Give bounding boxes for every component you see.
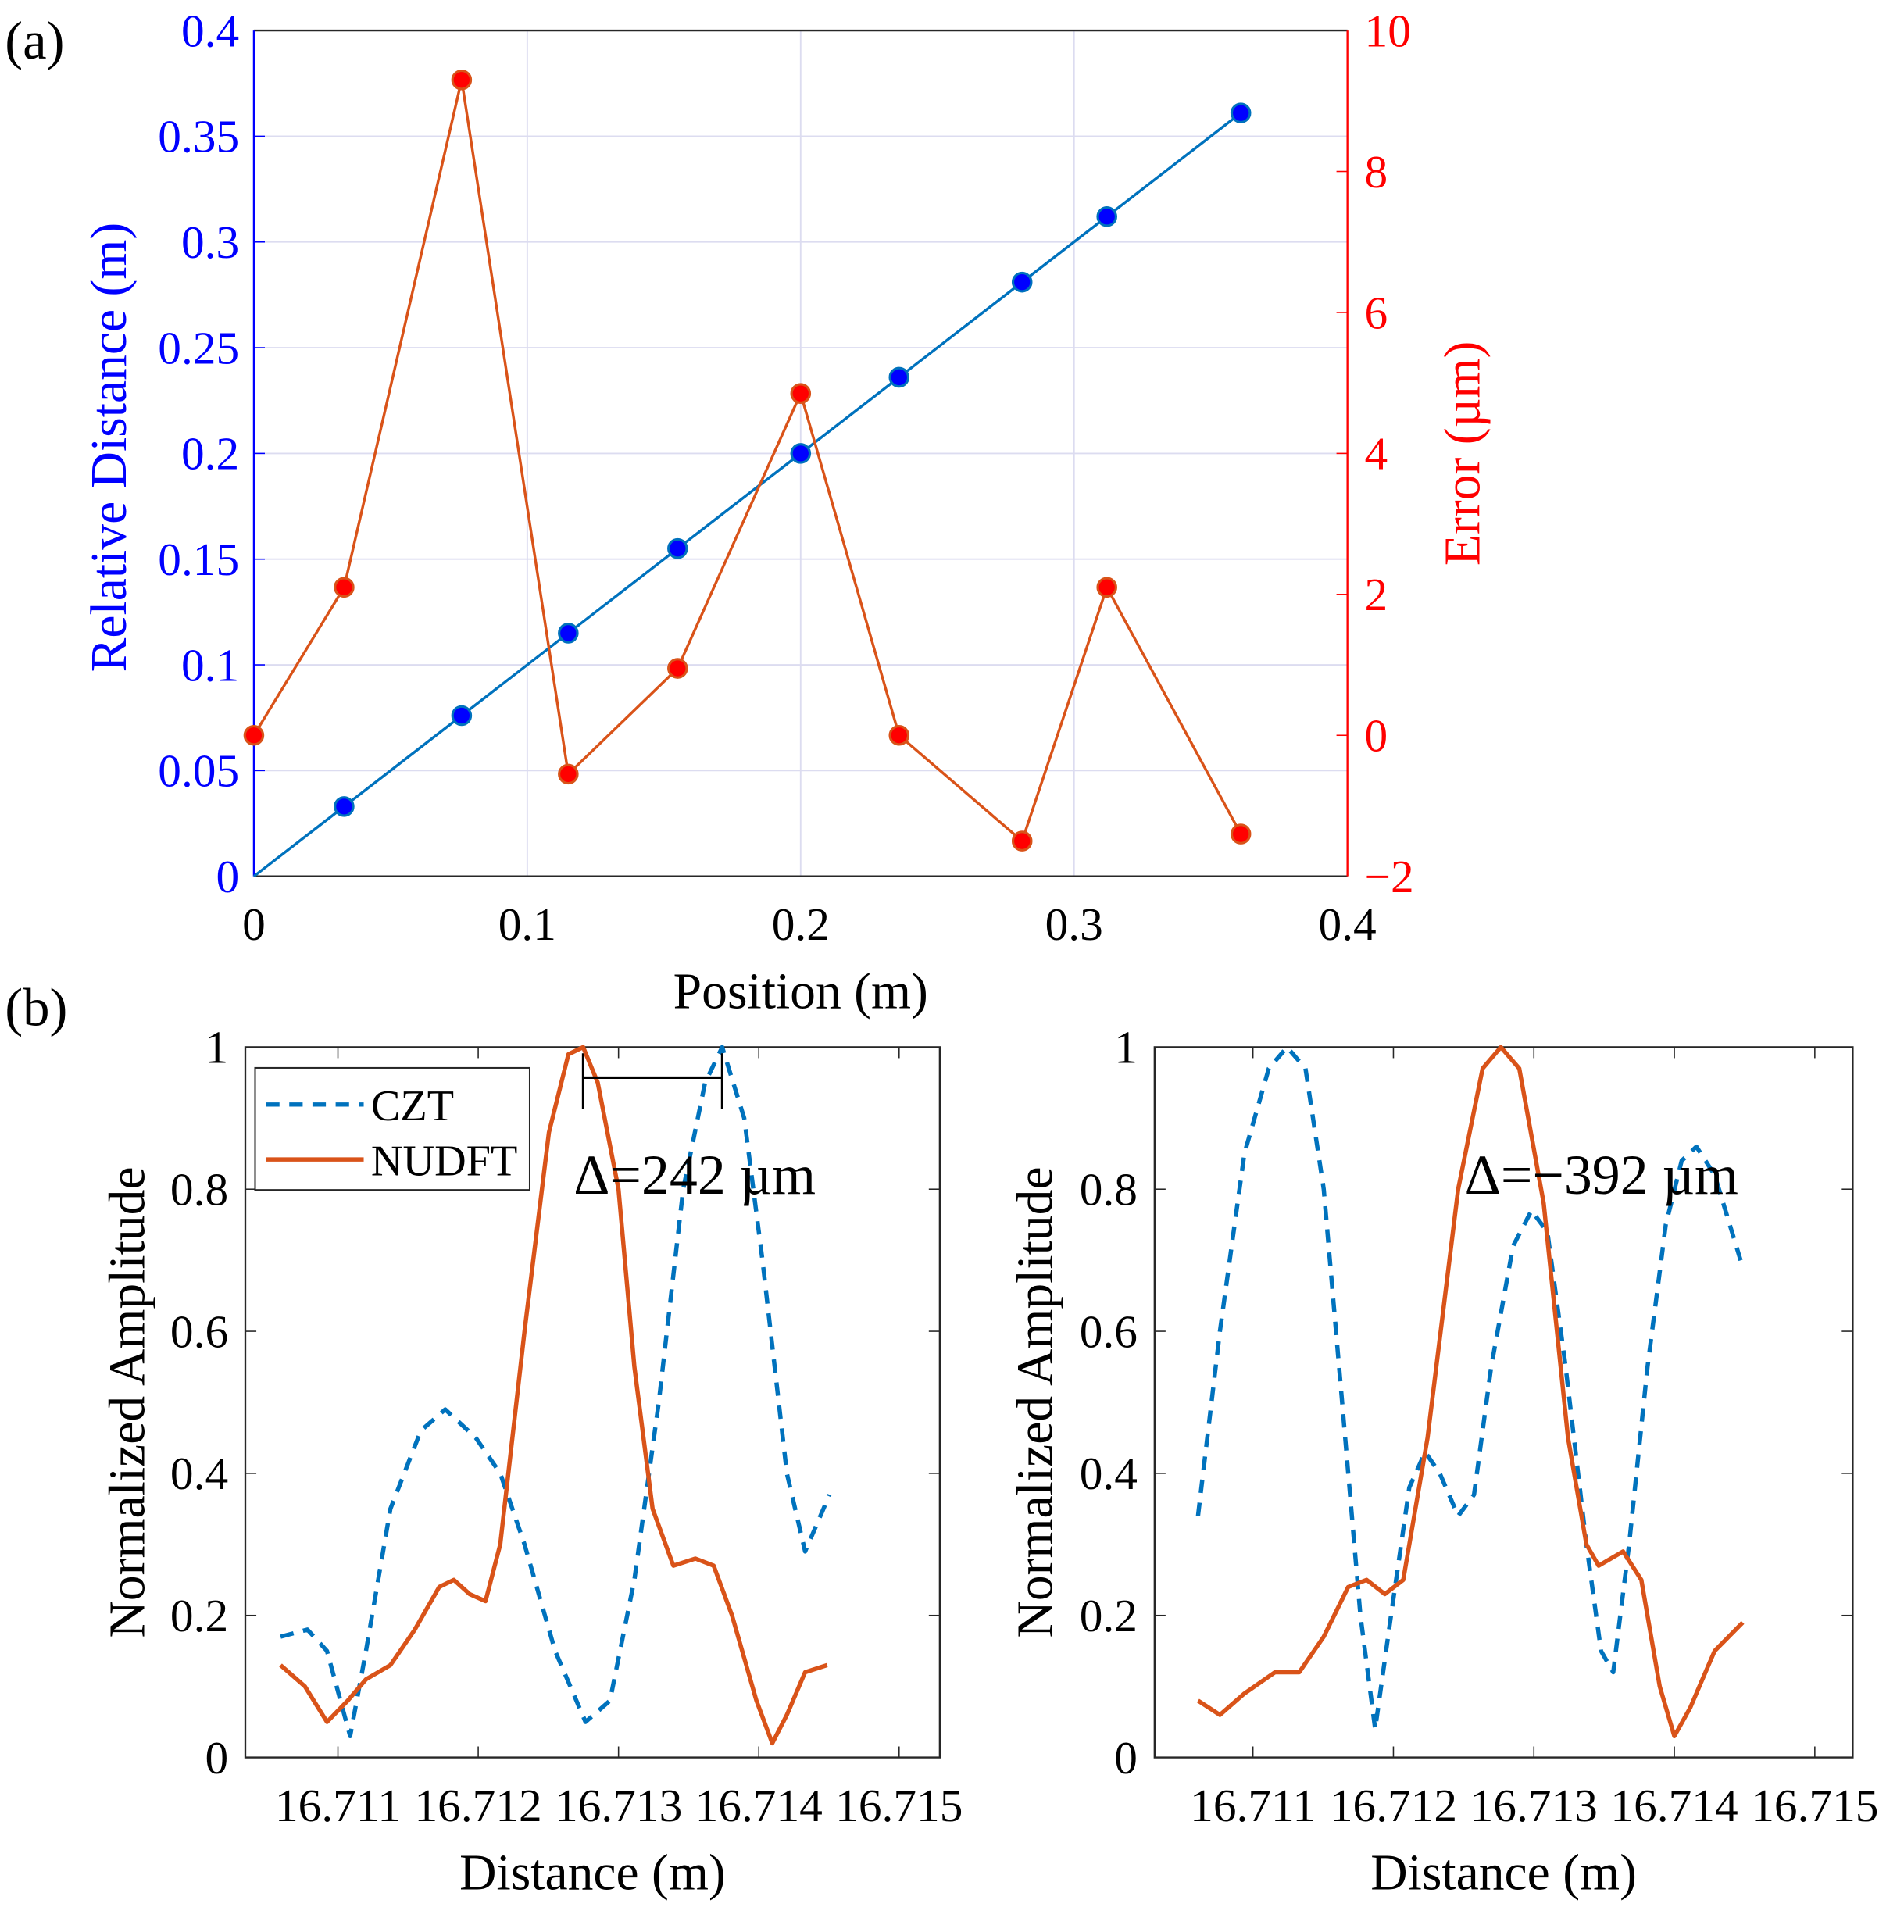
data-point [667, 658, 688, 679]
y-tick-label: 0 [205, 1732, 228, 1784]
data-point [1096, 205, 1117, 227]
y-tick-label: 0 [1114, 1732, 1138, 1784]
panel-label-b: (b) [5, 977, 67, 1037]
y-axis-label: Normalized Amplitude [1008, 1166, 1064, 1637]
y-tick-label: 0.1 [181, 639, 239, 691]
y-tick-label: 0.6 [170, 1305, 228, 1357]
y-tick-label: 0.25 [158, 322, 239, 373]
data-point [790, 383, 812, 404]
series-line-nudft [279, 1045, 828, 1746]
x-tick-label: 16.715 [835, 1780, 963, 1831]
chart-a: 0 0.1 0.2 0.3 0.4 0 0.05 0.1 0.15 0.2 0.25 0.3 0.35 0… [81, 5, 1491, 1020]
x-tick-label: 16.714 [695, 1780, 823, 1831]
x-tick-label: 0.2 [772, 898, 830, 950]
x-tick-label: 16.712 [1330, 1780, 1457, 1831]
x-tick-label: 16.712 [414, 1780, 541, 1831]
y-tick-label: 0.4 [170, 1448, 228, 1499]
panel-label-a: (a) [5, 11, 64, 70]
legend-box [254, 1066, 531, 1191]
y-tick-label: 0.2 [170, 1590, 228, 1641]
y-tick-label: 0.8 [170, 1164, 228, 1216]
legend-label-nudft: NUDFT [371, 1137, 517, 1185]
data-point [451, 705, 473, 727]
y-tick-label: 0.3 [181, 216, 239, 268]
data-point [558, 763, 579, 785]
data-point [451, 69, 473, 91]
y-tick-label: 0.15 [158, 534, 239, 585]
x-tick-label: 16.715 [1751, 1780, 1878, 1831]
data-point [1011, 271, 1033, 293]
y-tick-label: 0.8 [1080, 1164, 1138, 1216]
delta-annotation: Δ=242 µm [573, 1144, 816, 1206]
data-point [667, 537, 688, 559]
chart-b-right: 16.711 16.712 16.713 16.714 16.715 0 0.2 0.4 0.6… [1008, 1022, 1879, 1902]
series-line-error [252, 79, 1242, 844]
data-point [558, 623, 579, 644]
y-tick-label: 0.2 [181, 428, 239, 480]
y2-tick-label: 6 [1365, 287, 1388, 338]
y2-tick-label: 4 [1365, 428, 1388, 480]
x-tick-label: 0.4 [1319, 898, 1377, 950]
y-tick-label: 0.4 [1080, 1448, 1138, 1499]
y-tick-label: 0.4 [181, 5, 239, 56]
x-tick-label: 0.1 [498, 898, 556, 950]
y-axis-label: Relative Distance (m) [81, 223, 138, 673]
data-point [790, 443, 812, 464]
chart-b-left: 16.711 16.712 16.713 16.714 16.715 0 0.2 0.4 0.6… [99, 1022, 963, 1902]
x-tick-label: 0.3 [1045, 898, 1103, 950]
y2-tick-label: 8 [1365, 146, 1388, 198]
x-axis-label: Distance (m) [1370, 1845, 1637, 1901]
y-axis-label: Normalized Amplitude [99, 1166, 155, 1637]
y-tick-label: 1 [1114, 1022, 1138, 1073]
y-tick-label: 0.35 [158, 111, 239, 162]
data-point [1230, 102, 1252, 123]
data-point [1230, 823, 1252, 845]
data-point [334, 796, 355, 817]
data-point [243, 724, 265, 746]
x-tick-label: 16.713 [555, 1780, 682, 1831]
data-point [888, 724, 910, 746]
data-point [888, 366, 910, 388]
y-tick-label: 0 [216, 851, 239, 902]
y-tick-label: 0.2 [1080, 1590, 1138, 1641]
y2-tick-label: 0 [1365, 710, 1388, 762]
legend-label-czt: CZT [371, 1082, 454, 1130]
x-axis-label: Distance (m) [459, 1845, 726, 1901]
x-tick-label: 16.711 [1190, 1780, 1316, 1831]
x-tick-label: 16.714 [1610, 1780, 1738, 1831]
x-axis-label: Position (m) [673, 963, 928, 1020]
series-line-nudft [1196, 1045, 1745, 1739]
y2-tick-label: 2 [1365, 569, 1388, 620]
y2-tick-label: 10 [1365, 5, 1411, 56]
y-tick-label: 0.6 [1080, 1305, 1138, 1357]
x-tick-label: 16.713 [1470, 1780, 1598, 1831]
y2-tick-label: −2 [1365, 851, 1414, 902]
delta-annotation: Δ=−392 µm [1465, 1144, 1738, 1206]
y2-axis-label: Error (µm) [1434, 341, 1491, 566]
y-tick-label: 0.05 [158, 745, 239, 797]
series-line-czt [280, 1045, 832, 1739]
series-line-relative-distance [252, 112, 1242, 878]
data-point [1096, 577, 1117, 598]
x-tick-label: 0 [242, 898, 266, 950]
x-tick-label: 16.711 [275, 1780, 401, 1831]
data-point [334, 577, 355, 598]
y-tick-label: 1 [205, 1022, 228, 1073]
axes-box [244, 1046, 941, 1759]
data-point [1011, 830, 1033, 852]
series-line-czt [1195, 1045, 1745, 1731]
